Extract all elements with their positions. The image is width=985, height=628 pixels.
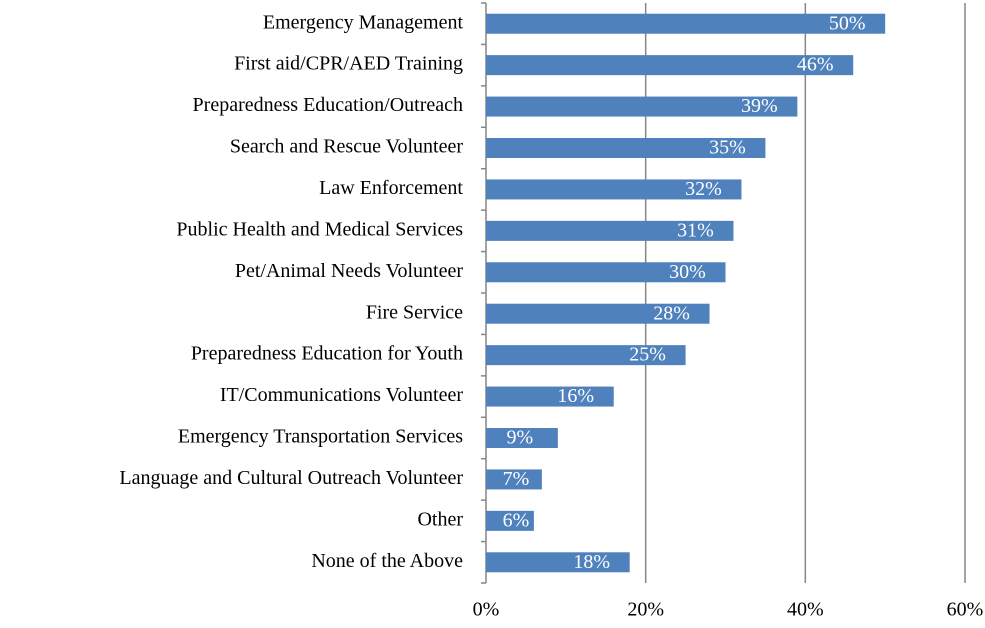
data-label: 39% bbox=[741, 95, 778, 117]
x-tick-label: 20% bbox=[627, 599, 664, 621]
data-label: 28% bbox=[653, 302, 690, 324]
data-label: 7% bbox=[503, 468, 530, 490]
category-label: Pet/Animal Needs Volunteer bbox=[235, 260, 463, 282]
bar bbox=[486, 428, 558, 448]
category-label: Emergency Management bbox=[263, 11, 464, 33]
category-label: Language and Cultural Outreach Volunteer bbox=[119, 467, 463, 489]
category-label: Preparedness Education/Outreach bbox=[193, 94, 463, 116]
category-label: IT/Communications Volunteer bbox=[220, 384, 463, 406]
category-label: Other bbox=[417, 508, 463, 530]
bar bbox=[486, 55, 854, 76]
x-tick-label: 0% bbox=[473, 599, 500, 621]
bar bbox=[486, 386, 614, 407]
bar bbox=[486, 220, 734, 241]
data-label: 32% bbox=[685, 178, 722, 200]
bar bbox=[486, 13, 886, 34]
bar bbox=[486, 179, 742, 200]
category-label: First aid/CPR/AED Training bbox=[234, 53, 463, 75]
data-label: 31% bbox=[677, 219, 714, 241]
data-label: 35% bbox=[709, 137, 746, 159]
category-label: Law Enforcement bbox=[319, 177, 463, 199]
x-tick-label: 60% bbox=[947, 599, 984, 621]
bar bbox=[486, 469, 542, 490]
category-label: Preparedness Education for Youth bbox=[191, 343, 463, 365]
category-label: Public Health and Medical Services bbox=[176, 218, 463, 240]
data-label: 25% bbox=[629, 344, 666, 366]
data-label: 46% bbox=[797, 54, 834, 76]
bar bbox=[486, 552, 630, 573]
bar bbox=[486, 138, 766, 158]
data-label: 6% bbox=[503, 509, 530, 531]
category-label: Emergency Transportation Services bbox=[178, 426, 463, 448]
bar bbox=[486, 303, 710, 324]
category-label: Fire Service bbox=[366, 301, 463, 323]
data-label: 30% bbox=[669, 261, 706, 283]
bar bbox=[486, 96, 798, 117]
data-label: 9% bbox=[507, 427, 534, 449]
x-tick-label: 40% bbox=[787, 599, 824, 621]
bar bbox=[486, 345, 686, 366]
data-label: 50% bbox=[829, 12, 866, 34]
category-label: Search and Rescue Volunteer bbox=[230, 136, 463, 158]
bar bbox=[486, 262, 726, 283]
bar bbox=[486, 510, 534, 531]
data-label: 16% bbox=[557, 385, 594, 407]
category-label: None of the Above bbox=[311, 550, 463, 572]
data-label: 18% bbox=[573, 551, 610, 573]
